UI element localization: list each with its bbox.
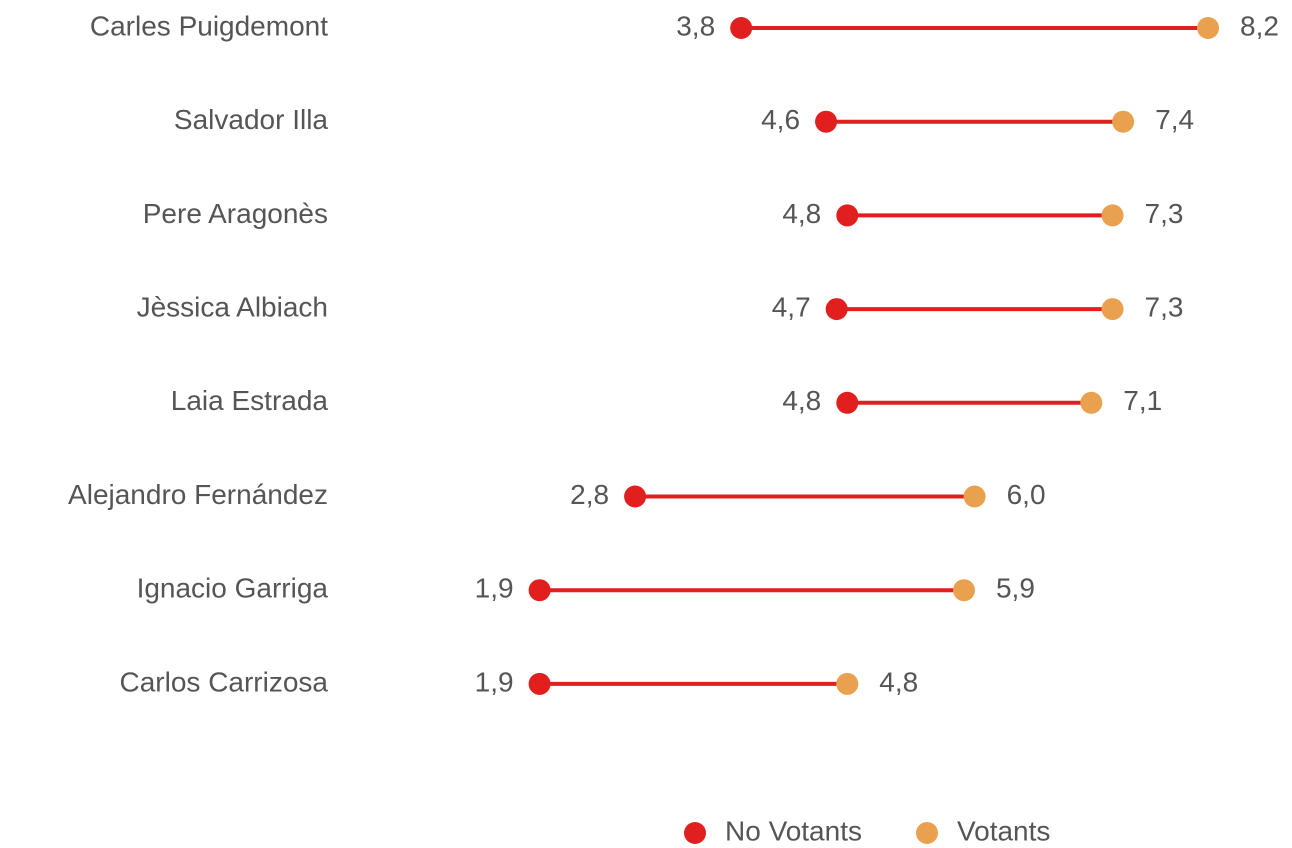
category-label: Carles Puigdemont xyxy=(90,10,328,41)
dot xyxy=(730,17,753,39)
value-label: 7,3 xyxy=(1145,291,1184,322)
value-label: 4,8 xyxy=(782,385,821,416)
dot xyxy=(1101,204,1124,227)
value-label: 4,7 xyxy=(772,291,811,322)
value-label: 4,8 xyxy=(879,666,918,697)
dot xyxy=(1197,17,1220,39)
dot xyxy=(836,672,859,695)
value-label: 5,9 xyxy=(996,573,1035,604)
category-label: Carlos Carrizosa xyxy=(120,666,329,697)
category-label: Jèssica Albiach xyxy=(137,291,328,322)
dot xyxy=(952,579,975,602)
value-label: 3,8 xyxy=(676,10,715,41)
legend-label: Votants xyxy=(957,815,1050,846)
legend-swatch xyxy=(916,822,938,844)
value-label: 8,2 xyxy=(1240,10,1279,41)
dot xyxy=(825,298,848,321)
value-label: 4,6 xyxy=(761,104,800,135)
value-label: 7,1 xyxy=(1123,385,1162,416)
value-label: 1,9 xyxy=(475,573,514,604)
dot xyxy=(528,672,551,695)
category-label: Ignacio Garriga xyxy=(137,573,329,604)
value-label: 1,9 xyxy=(475,666,514,697)
value-label: 7,4 xyxy=(1155,104,1194,135)
legend-swatch xyxy=(684,822,706,844)
category-label: Pere Aragonès xyxy=(143,198,328,229)
dot xyxy=(815,110,838,133)
dot xyxy=(963,485,986,508)
value-label: 4,8 xyxy=(782,198,821,229)
dot xyxy=(1080,391,1103,414)
dot xyxy=(1101,298,1124,321)
value-label: 7,3 xyxy=(1145,198,1184,229)
dot xyxy=(528,579,551,602)
dot xyxy=(836,391,859,414)
dot xyxy=(624,485,647,508)
value-label: 6,0 xyxy=(1007,479,1046,510)
category-label: Salvador Illa xyxy=(174,104,329,135)
dot xyxy=(836,204,859,227)
value-label: 2,8 xyxy=(570,479,609,510)
legend-label: No Votants xyxy=(725,815,862,846)
category-label: Laia Estrada xyxy=(171,385,329,416)
category-label: Alejandro Fernández xyxy=(68,479,328,510)
dot xyxy=(1112,110,1135,133)
